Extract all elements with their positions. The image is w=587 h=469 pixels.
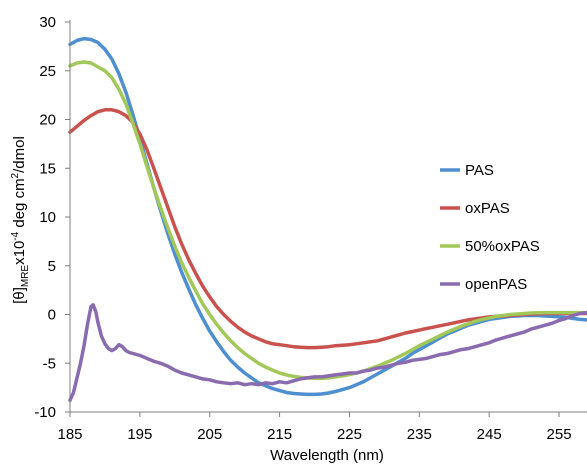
x-tick-label: 235	[407, 426, 432, 443]
series-line-50-oxpas	[68, 60, 587, 381]
y-label-middle: x10	[11, 241, 28, 265]
legend-label-openpas: openPAS	[465, 276, 527, 293]
y-tick-label: 10	[39, 209, 56, 226]
legend-label-pas: PAS	[465, 162, 494, 179]
y-label-superscript2: 2	[10, 172, 21, 178]
y-label-prefix: [θ]	[11, 287, 28, 304]
y-axis-title: [θ]MREx10-4 deg cm2/dmol	[10, 136, 31, 304]
y-label-superscript: -4	[10, 231, 21, 240]
x-tick-label: 215	[267, 426, 292, 443]
legend-label-oxpas: oxPAS	[465, 200, 510, 217]
tick-labels: -10 -5 0 5 10 15 20 25 30 185 195 205 215 225 235 245 25…	[34, 14, 571, 443]
y-tick-label: 15	[39, 160, 56, 177]
plot-lines	[68, 36, 587, 403]
y-label-suffix: deg cm	[11, 178, 28, 231]
y-label-tail: /dmol	[11, 136, 28, 173]
series-line-oxpas	[68, 108, 587, 350]
x-tick-label: 225	[337, 426, 362, 443]
y-tick-label: -10	[34, 404, 56, 421]
y-tick-label: -5	[43, 355, 56, 372]
y-tick-label: 0	[48, 307, 56, 324]
x-tick-label: 185	[57, 426, 82, 443]
legend: PAS oxPAS 50%oxPAS openPAS	[440, 162, 540, 293]
x-tick-label: 205	[197, 426, 222, 443]
x-tick-label: 245	[477, 426, 502, 443]
y-tick-label: 5	[48, 258, 56, 275]
axes	[65, 20, 587, 417]
x-axis-title: Wavelength (nm)	[270, 447, 384, 464]
y-tick-label: 20	[39, 112, 56, 129]
y-tick-label: 30	[39, 14, 56, 31]
x-tick-label: 195	[127, 426, 152, 443]
series-line-openpas	[68, 303, 587, 403]
x-tick-label: 255	[547, 426, 572, 443]
legend-label-50-oxpas: 50%oxPAS	[465, 238, 540, 255]
y-label-subscript: MRE	[20, 265, 31, 288]
y-tick-label: 25	[39, 63, 56, 80]
